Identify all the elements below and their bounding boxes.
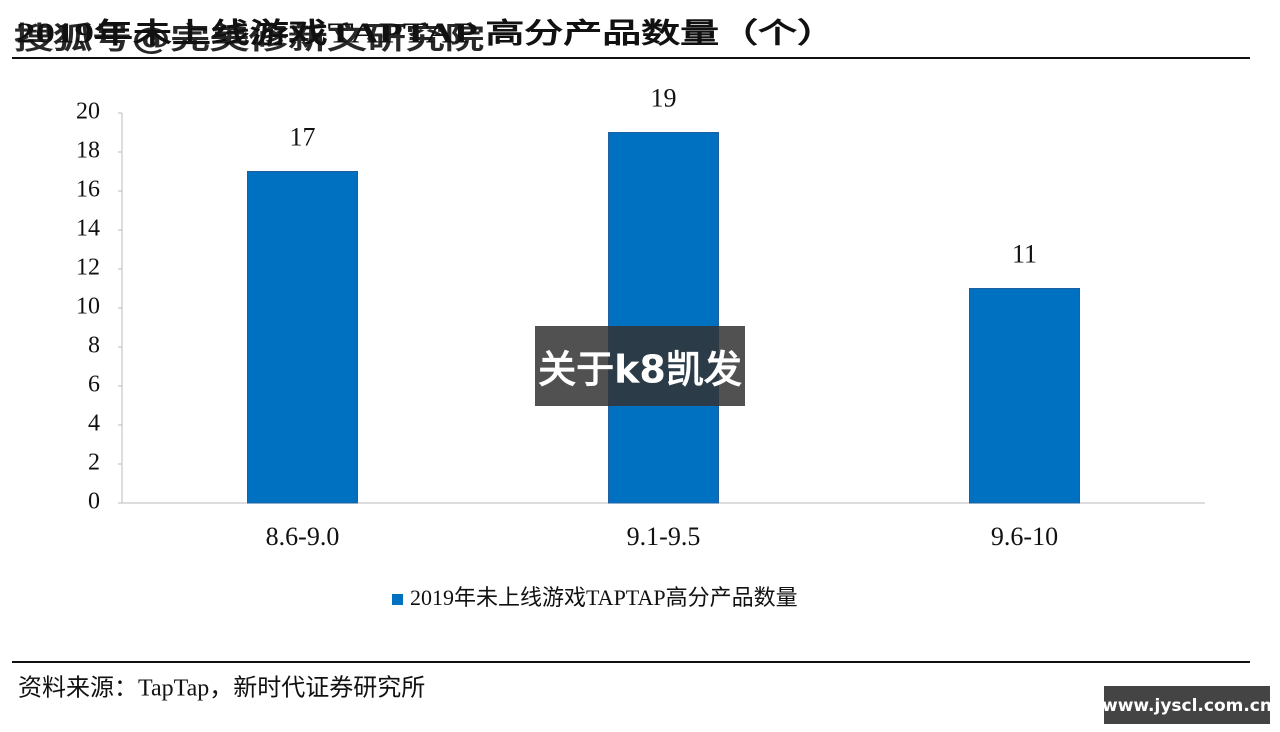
data-label: 11 [1012,239,1037,268]
data-label: 19 [651,83,677,112]
x-tick-label: 8.6-9.0 [266,522,340,551]
y-tick-label: 18 [76,138,100,164]
corner-box [1104,686,1270,724]
x-tick-label: 9.1-9.5 [627,522,701,551]
corner-watermark: www.jyscl.com.cn [1102,696,1272,716]
y-tick-label: 8 [88,333,100,359]
x-tick-label: 9.6-10 [991,522,1058,551]
y-tick-label: 20 [76,99,100,125]
legend-label: 2019年未上线游戏TAPTAP高分产品数量 [410,585,798,610]
y-tick-label: 6 [88,372,100,398]
y-tick-label: 4 [88,411,100,437]
source: 资料来源：TapTap，新时代证券研究所 [18,675,425,702]
bar [247,171,358,504]
y-tick-label: 16 [76,177,100,203]
bar [608,132,719,504]
legend-swatch [392,594,403,605]
y-tick-label: 10 [76,294,100,320]
chart-title: 2019年未上线游戏TAPTAP 高分产品数量（个） [16,16,836,49]
y-tick-label: 14 [76,216,100,242]
y-tick-label: 12 [76,255,100,281]
y-tick-label: 0 [88,489,100,515]
center-watermark: 关于k8凯发 [538,348,742,392]
y-tick-label: 2 [88,450,100,476]
watermark-box [535,326,745,406]
title-watermark: 搜狐号@完美修新文研究院 [14,22,484,57]
plot: 0 2 4 6 8 10 12 14 16 18 20 8.6-9.0 9.1-9.5 9.6-10 17 1… [76,83,1205,610]
data-label: 17 [290,122,316,151]
bar [969,288,1080,504]
